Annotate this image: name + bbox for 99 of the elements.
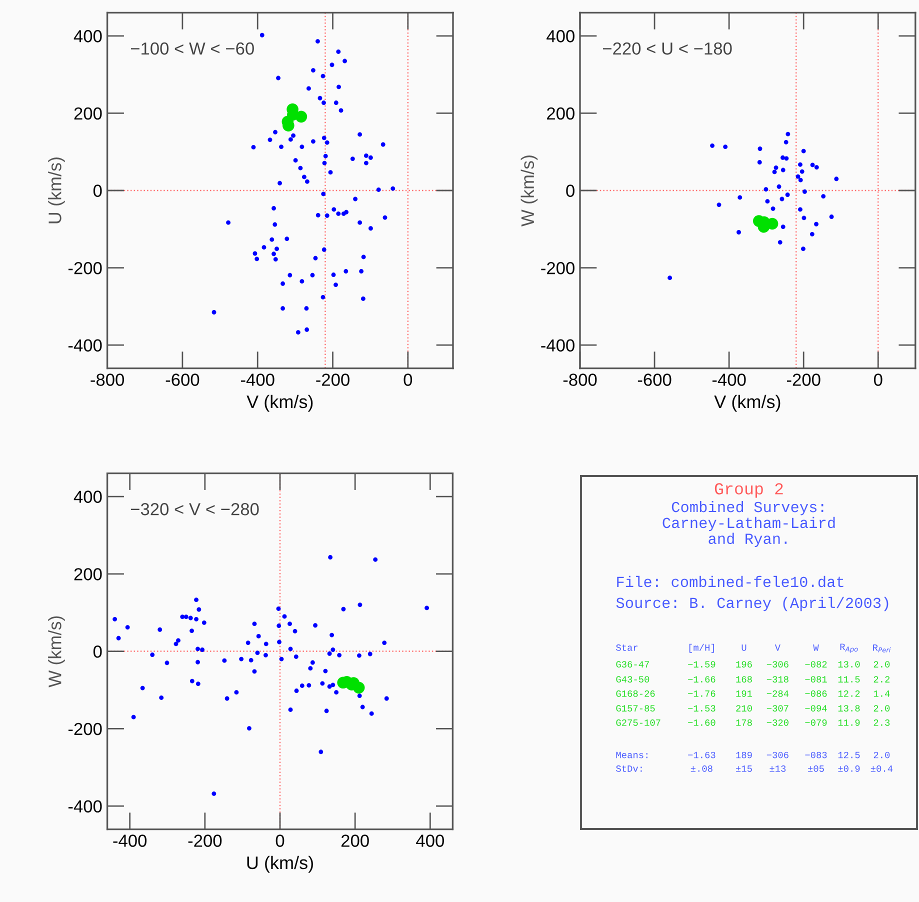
text: −1.63 bbox=[688, 752, 716, 758]
y-tick-label: 0 bbox=[566, 184, 574, 197]
text: −284 bbox=[766, 690, 789, 697]
y-tick-label: -200 bbox=[541, 262, 574, 274]
text: G157-85 bbox=[616, 705, 655, 712]
text: ±15 bbox=[736, 766, 752, 772]
source-note: Source: B. Carney (April/2003) bbox=[616, 596, 888, 612]
text: 191 bbox=[736, 690, 752, 697]
x-tick-label: -400 bbox=[712, 374, 746, 386]
text: −083 bbox=[805, 752, 827, 758]
y-tick-label: -200 bbox=[68, 722, 102, 736]
x-axis-title: V (km/s) bbox=[246, 394, 313, 412]
text: −094 bbox=[805, 705, 827, 712]
text: 2.3 bbox=[874, 719, 890, 726]
text: ±0.9 bbox=[838, 765, 860, 772]
text: −318 bbox=[766, 676, 788, 683]
text: ±05 bbox=[808, 765, 824, 772]
y-tick-label: 0 bbox=[93, 184, 102, 197]
text: −1.60 bbox=[688, 719, 716, 726]
text: −306 bbox=[766, 661, 788, 668]
y-axis-title: U (km/s) bbox=[48, 158, 65, 224]
x-tick-label: -200 bbox=[188, 834, 222, 847]
text: 12.5 bbox=[838, 752, 860, 758]
y-tick-label: -400 bbox=[68, 800, 102, 813]
y-tick-label: 400 bbox=[546, 30, 574, 42]
text: 2.0 bbox=[874, 752, 890, 758]
x-tick-label: -600 bbox=[638, 374, 672, 386]
text: −307 bbox=[766, 705, 788, 712]
y-axis-title: W (km/s) bbox=[48, 616, 65, 688]
text: −1.76 bbox=[688, 690, 716, 697]
text: −320 bbox=[766, 719, 788, 726]
x-tick-label: 0 bbox=[276, 834, 284, 847]
text: V bbox=[774, 644, 780, 651]
text: G36-47 bbox=[616, 661, 649, 668]
y-tick-label: -400 bbox=[68, 339, 102, 352]
text: 178 bbox=[736, 719, 752, 726]
text: ±13 bbox=[770, 765, 786, 772]
text: 2.0 bbox=[874, 661, 890, 668]
x-tick-label: -400 bbox=[241, 374, 274, 386]
x-tick-label: 200 bbox=[341, 834, 369, 847]
y-tick-label: -200 bbox=[68, 262, 102, 274]
text: 13.0 bbox=[838, 661, 860, 668]
text: R$_{Apo}$ bbox=[840, 644, 858, 653]
text: [m/H] bbox=[689, 644, 714, 653]
text: File: combined-fele10.dat bbox=[617, 576, 844, 588]
text: Group 2 bbox=[714, 483, 783, 498]
text: −079 bbox=[805, 719, 827, 726]
text: 13.8 bbox=[838, 705, 860, 712]
text: −086 bbox=[805, 690, 827, 697]
y-tick-label: 400 bbox=[74, 30, 102, 42]
text: −306 bbox=[766, 752, 788, 758]
x-tick-label: -200 bbox=[787, 374, 820, 386]
x-tick-label: 0 bbox=[874, 374, 882, 386]
text: −082 bbox=[805, 661, 827, 668]
x-tick-label: -800 bbox=[563, 374, 597, 386]
text: ±.08 bbox=[690, 765, 712, 772]
text: 210 bbox=[736, 705, 752, 712]
y-tick-label: 400 bbox=[74, 490, 102, 503]
annotation: −320 < V < −280 bbox=[130, 503, 259, 516]
text: −1.53 bbox=[688, 705, 716, 712]
text: StDv: bbox=[616, 765, 642, 772]
text: −1.59 bbox=[688, 661, 716, 668]
text: R$_{Peri}$ bbox=[873, 644, 891, 652]
annotation: −100 < W < −60 bbox=[130, 42, 254, 55]
text: 2.2 bbox=[874, 676, 890, 682]
text: W bbox=[813, 644, 819, 651]
y-tick-label: 200 bbox=[547, 107, 574, 120]
x-tick-label: -200 bbox=[316, 374, 350, 386]
x-tick-label: 0 bbox=[404, 374, 412, 386]
text: G43-50 bbox=[616, 676, 650, 683]
text: 168 bbox=[736, 676, 752, 683]
x-axis-title: V (km/s) bbox=[714, 394, 780, 412]
text: G275-107 bbox=[616, 719, 660, 726]
x-tick-label: 400 bbox=[416, 834, 444, 847]
text: 196 bbox=[736, 661, 752, 668]
y-tick-label: 200 bbox=[74, 568, 102, 580]
text: ±0.4 bbox=[870, 765, 893, 772]
text: G168-26 bbox=[616, 690, 655, 697]
text: 1.4 bbox=[874, 690, 890, 697]
text: −081 bbox=[805, 676, 827, 683]
y-axis-title: W (km/s) bbox=[520, 156, 538, 227]
text: Combined Surveys: Carney-Latham-Laird and Ryan. bbox=[662, 500, 835, 548]
x-axis-title: U (km/s) bbox=[247, 856, 313, 873]
text: 11.9 bbox=[838, 719, 860, 726]
y-tick-label: -400 bbox=[541, 339, 574, 352]
y-tick-label: 0 bbox=[93, 645, 102, 658]
annotation: −220 < U < −180 bbox=[602, 42, 732, 55]
text: Means: bbox=[616, 752, 648, 758]
text: 11.5 bbox=[838, 676, 860, 683]
x-tick-label: -400 bbox=[113, 834, 147, 847]
x-tick-label: -800 bbox=[90, 374, 124, 386]
text: 2.0 bbox=[874, 705, 890, 712]
text: −1.66 bbox=[688, 676, 716, 683]
y-tick-label: 200 bbox=[74, 107, 102, 120]
x-tick-label: -600 bbox=[166, 374, 200, 386]
text: Star bbox=[616, 644, 638, 651]
text: U bbox=[742, 644, 746, 651]
text: 189 bbox=[736, 752, 752, 758]
text: 12.2 bbox=[838, 690, 860, 697]
